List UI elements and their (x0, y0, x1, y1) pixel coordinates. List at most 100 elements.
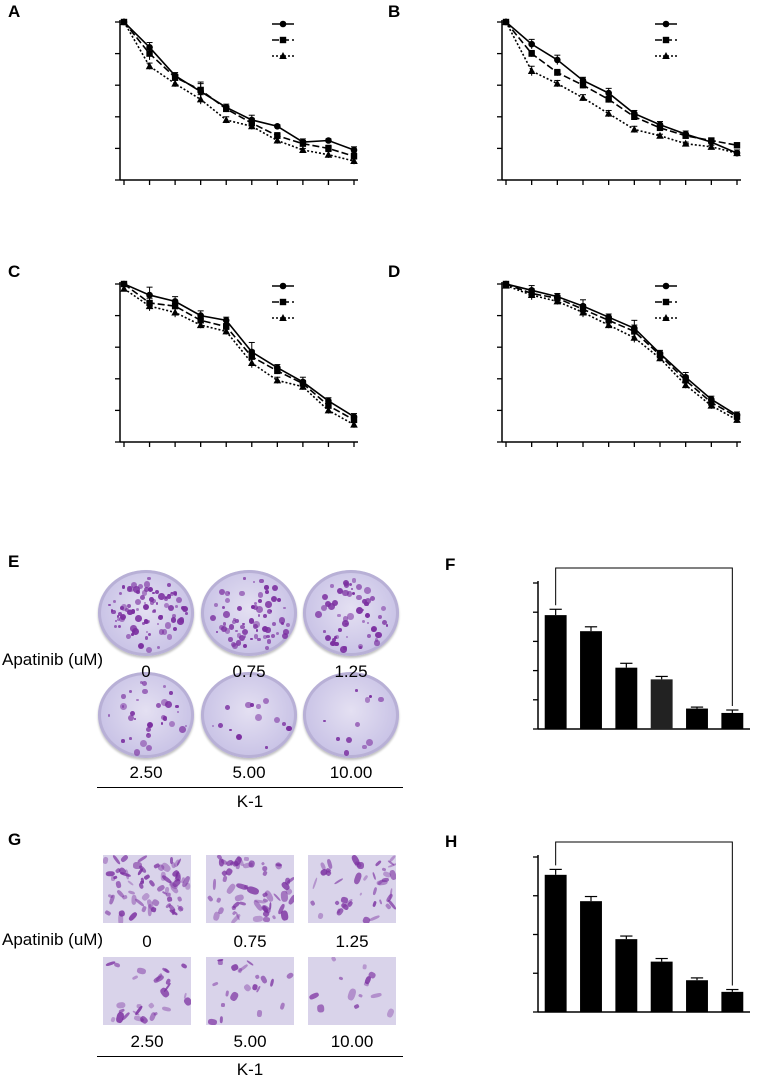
colony-speck (253, 634, 259, 639)
colony-speck (118, 591, 123, 596)
colony-speck (130, 633, 134, 636)
data-point-48h (708, 137, 715, 144)
colony-speck (239, 590, 245, 597)
colony-speck (266, 635, 270, 639)
colony-speck (221, 625, 228, 632)
colony-speck (365, 739, 373, 747)
migrated-cell (148, 1002, 155, 1009)
dose-label-g-1-25: 1.25 (335, 932, 369, 951)
colony-speck (342, 616, 349, 622)
series-72h (120, 18, 358, 165)
data-point-24h (605, 89, 612, 97)
colony-speck (164, 701, 172, 709)
series-72h (120, 284, 358, 428)
data-point-72h (247, 359, 256, 366)
colony-speck (251, 605, 256, 610)
data-point-24h (350, 146, 358, 154)
chart-c (115, 280, 358, 447)
panel-label-b: B (388, 2, 401, 21)
colony-speck (271, 584, 279, 591)
migrated-cell (140, 880, 145, 884)
migrated-cell (352, 872, 363, 886)
colony-speck (324, 600, 332, 608)
colony-speck (129, 736, 132, 740)
colony-speck (229, 624, 235, 630)
colony-speck (264, 585, 269, 590)
colony-speck (175, 704, 179, 709)
colony-speck (224, 627, 231, 634)
migrated-cell (372, 871, 377, 881)
legend-marker-72h (279, 52, 287, 59)
panel-label-e: E (8, 552, 20, 571)
colony-speck (176, 596, 183, 603)
bar-1-25 (615, 667, 638, 729)
legend-marker-24h (279, 282, 287, 290)
colony-speck (143, 581, 151, 588)
migrated-cell (242, 982, 253, 993)
migrated-cell (353, 1003, 360, 1010)
colony-speck (178, 726, 186, 733)
data-point-24h (325, 137, 332, 144)
colony-speck (355, 583, 363, 591)
colony-speck (139, 681, 144, 685)
colony-speck (236, 605, 243, 612)
colony-speck (223, 611, 230, 618)
migrated-cell (180, 962, 188, 970)
colony-speck (229, 728, 232, 732)
colony-speck (163, 685, 167, 689)
migrated-cell (259, 974, 268, 984)
colony-speck (142, 621, 145, 625)
data-point-72h (247, 122, 256, 130)
colony-speck (330, 640, 337, 647)
data-point-48h (554, 69, 561, 76)
colony-speck (366, 622, 370, 625)
migrated-cell (136, 967, 148, 975)
colony-speck (211, 724, 215, 728)
panel-label-c: C (8, 262, 21, 281)
colony-speck (140, 740, 148, 748)
colony-speck (149, 597, 154, 602)
dose-label-e-0-75: 0.75 (232, 662, 266, 681)
migrated-cell (269, 978, 275, 988)
data-point-48h (248, 353, 255, 360)
data-point-72h (120, 284, 128, 292)
colony-speck (245, 701, 252, 709)
colony-speck (239, 635, 246, 642)
colony-speck (355, 722, 361, 728)
colony-speck (215, 630, 219, 634)
migrated-cell (359, 892, 363, 897)
data-point-48h (350, 416, 358, 424)
series-24h (120, 18, 358, 154)
data-point-48h (223, 323, 230, 330)
bar-1-25 (615, 939, 638, 1012)
colony-speck (265, 627, 271, 633)
migrated-cell (247, 859, 256, 869)
colony-speck (129, 608, 132, 611)
bar-0-75 (580, 901, 602, 1012)
colony-speck (327, 603, 335, 610)
data-point-72h (604, 109, 613, 117)
colony-speck (163, 596, 169, 602)
colony-speck (368, 694, 372, 698)
migrated-cell (217, 858, 224, 868)
colony-speck (113, 600, 116, 604)
colony-speck (158, 615, 164, 621)
row-label-apatinib-g: Apatinib (uM) (2, 930, 104, 949)
data-point-72h (299, 145, 307, 153)
colony-speck (351, 578, 357, 584)
colony-speck (363, 586, 371, 594)
colony-speck (117, 624, 122, 629)
colony-speck (256, 606, 264, 614)
colony-speck (265, 746, 268, 749)
data-point-72h (222, 327, 231, 335)
colony-speck (114, 624, 118, 628)
bar-0-75 (580, 631, 602, 729)
data-point-48h (171, 74, 179, 81)
colony-speck (158, 592, 166, 600)
colony-speck (283, 606, 286, 610)
data-point-72h (502, 18, 510, 25)
data-point-72h (350, 420, 358, 428)
data-point-48h (146, 50, 153, 57)
migrated-cell (285, 971, 294, 981)
colony-speck (236, 633, 242, 638)
